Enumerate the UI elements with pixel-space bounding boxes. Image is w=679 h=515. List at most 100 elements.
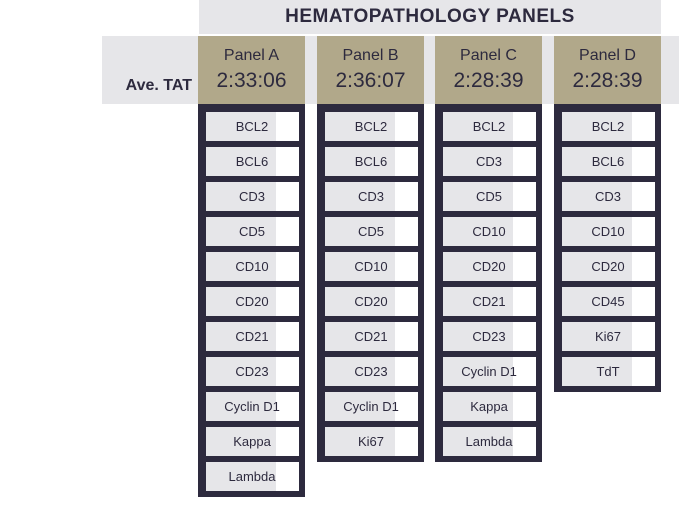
marker-label: CD3: [594, 189, 621, 204]
marker-list: BCL2 BCL6 CD3 CD5 CD10 CD20 CD21 CD23 Cyclin D1 K…: [198, 104, 305, 491]
marker-label: Lambda: [465, 434, 513, 449]
marker-label: CD5: [238, 224, 265, 239]
panel-name: Panel C: [460, 47, 517, 64]
marker-label: CD10: [354, 259, 388, 274]
marker-item: BCL6: [325, 147, 418, 176]
marker-label: Kappa: [233, 434, 271, 449]
panel-header: Panel D 2:28:39: [554, 36, 661, 104]
marker-label: CD21: [354, 329, 388, 344]
marker-item: CD10: [325, 252, 418, 281]
title-band: HEMATOPATHOLOGY PANELS: [199, 0, 661, 34]
marker-item: BCL2: [562, 112, 655, 141]
marker-item: CD5: [206, 217, 299, 246]
marker-label: BCL2: [354, 119, 388, 134]
marker-item: CD20: [325, 287, 418, 316]
panel-name: Panel A: [223, 47, 280, 64]
marker-item: Cyclin D1: [325, 392, 418, 421]
marker-item: BCL2: [325, 112, 418, 141]
marker-label: CD3: [357, 189, 384, 204]
marker-label: TdT: [596, 364, 620, 379]
panel-a-column: Panel A 2:33:06 BCL2 BCL6 CD3 CD5 CD10 CD20 CD…: [198, 36, 305, 497]
marker-label: CD23: [354, 364, 388, 379]
marker-label: Cyclin D1: [224, 399, 280, 414]
marker-item: CD20: [562, 252, 655, 281]
marker-item: CD23: [443, 322, 536, 351]
marker-label: Cyclin D1: [343, 399, 399, 414]
marker-item: CD3: [325, 182, 418, 211]
panel-tat: 2:28:39: [453, 69, 524, 92]
marker-item: Kappa: [206, 427, 299, 456]
panel-tat: 2:33:06: [216, 69, 287, 92]
panel-b-column: Panel B 2:36:07 BCL2 BCL6 CD3 CD5 CD10 CD20 CD…: [317, 36, 424, 462]
marker-item: Lambda: [206, 462, 299, 491]
marker-item: CD10: [562, 217, 655, 246]
marker-item: CD5: [443, 182, 536, 211]
marker-item: CD3: [443, 147, 536, 176]
marker-label: Kappa: [470, 399, 508, 414]
marker-label: CD3: [475, 154, 502, 169]
marker-item: CD3: [562, 182, 655, 211]
marker-label: CD23: [472, 329, 506, 344]
marker-item: CD3: [206, 182, 299, 211]
marker-label: Ki67: [357, 434, 385, 449]
marker-label: BCL6: [354, 154, 388, 169]
marker-item: BCL2: [206, 112, 299, 141]
marker-list: BCL2 BCL6 CD3 CD5 CD10 CD20 CD21 CD23 Cyclin D1 K…: [317, 104, 424, 456]
marker-label: BCL2: [472, 119, 506, 134]
marker-list: BCL2 BCL6 CD3 CD10 CD20 CD45 Ki67 TdT: [554, 104, 661, 386]
marker-label: CD10: [472, 224, 506, 239]
marker-label: CD5: [357, 224, 384, 239]
marker-label: BCL6: [591, 154, 625, 169]
panel-header: Panel B 2:36:07: [317, 36, 424, 104]
marker-item: CD21: [325, 322, 418, 351]
panel-tat: 2:36:07: [335, 69, 406, 92]
marker-label: CD23: [235, 364, 269, 379]
panel-c-column: Panel C 2:28:39 BCL2 CD3 CD5 CD10 CD20 CD21 CD…: [435, 36, 542, 462]
marker-label: CD20: [472, 259, 506, 274]
marker-item: Lambda: [443, 427, 536, 456]
marker-item: Ki67: [325, 427, 418, 456]
marker-item: CD45: [562, 287, 655, 316]
marker-label: CD10: [591, 224, 625, 239]
marker-label: BCL2: [591, 119, 625, 134]
marker-item: TdT: [562, 357, 655, 386]
marker-item: CD10: [443, 217, 536, 246]
marker-item: CD20: [206, 287, 299, 316]
marker-label: CD20: [235, 294, 269, 309]
marker-label: BCL2: [235, 119, 269, 134]
marker-label: BCL6: [235, 154, 269, 169]
marker-item: Ki67: [562, 322, 655, 351]
marker-item: CD5: [325, 217, 418, 246]
marker-label: CD20: [591, 259, 625, 274]
panel-header: Panel A 2:33:06: [198, 36, 305, 104]
marker-item: CD21: [206, 322, 299, 351]
page-title: HEMATOPATHOLOGY PANELS: [285, 6, 575, 27]
marker-item: Kappa: [443, 392, 536, 421]
ave-tat-label: Ave. TAT: [125, 77, 192, 94]
marker-label: Lambda: [228, 469, 276, 484]
panel-name: Panel D: [579, 47, 636, 64]
marker-item: Cyclin D1: [443, 357, 536, 386]
marker-label: CD45: [591, 294, 625, 309]
marker-item: CD10: [206, 252, 299, 281]
marker-item: CD23: [206, 357, 299, 386]
marker-label: CD5: [475, 189, 502, 204]
marker-item: CD23: [325, 357, 418, 386]
marker-label: Cyclin D1: [461, 364, 517, 379]
marker-label: CD21: [472, 294, 506, 309]
panel-d-column: Panel D 2:28:39 BCL2 BCL6 CD3 CD10 CD20 CD45 K…: [554, 36, 661, 392]
panel-tat: 2:28:39: [572, 69, 643, 92]
marker-item: Cyclin D1: [206, 392, 299, 421]
marker-item: BCL2: [443, 112, 536, 141]
marker-label: CD20: [354, 294, 388, 309]
marker-item: CD20: [443, 252, 536, 281]
marker-item: BCL6: [562, 147, 655, 176]
panel-header: Panel C 2:28:39: [435, 36, 542, 104]
panel-name: Panel B: [342, 47, 399, 64]
marker-label: CD10: [235, 259, 269, 274]
marker-label: CD3: [238, 189, 265, 204]
marker-label: Ki67: [594, 329, 622, 344]
marker-item: CD21: [443, 287, 536, 316]
marker-label: CD21: [235, 329, 269, 344]
marker-item: BCL6: [206, 147, 299, 176]
